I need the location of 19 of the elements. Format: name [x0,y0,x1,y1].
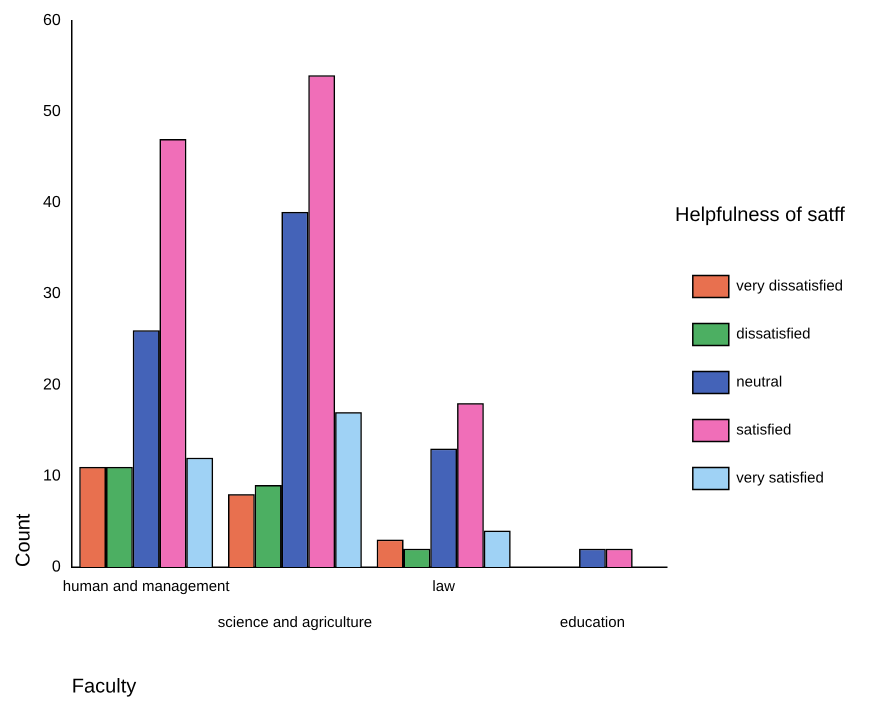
x-tick-label: law [432,578,456,596]
legend-title: Helpfulness of satff [675,204,846,226]
legend-label: neutral [736,374,782,391]
y-tick-label: 30 [43,285,61,302]
legend-label: dissatisfied [736,326,810,343]
legend-label: very dissatisfied [736,278,844,295]
y-tick-label: 20 [43,376,61,394]
y-tick-label: 50 [43,103,61,120]
y-tick-label: 0 [52,558,61,576]
x-tick-label: science and agriculture [218,614,372,632]
y-tick-label: 60 [43,12,61,30]
legend-label: satisfied [736,422,792,439]
x-tick-label: human and management [62,578,230,596]
y-tick-label: 40 [43,194,61,212]
x-tick-label: education [560,614,625,632]
y-axis-title: Count [12,513,35,567]
legend-label: very satisfied [736,470,824,487]
y-tick-label: 10 [43,467,61,484]
x-axis-title: Faculty [72,676,136,698]
